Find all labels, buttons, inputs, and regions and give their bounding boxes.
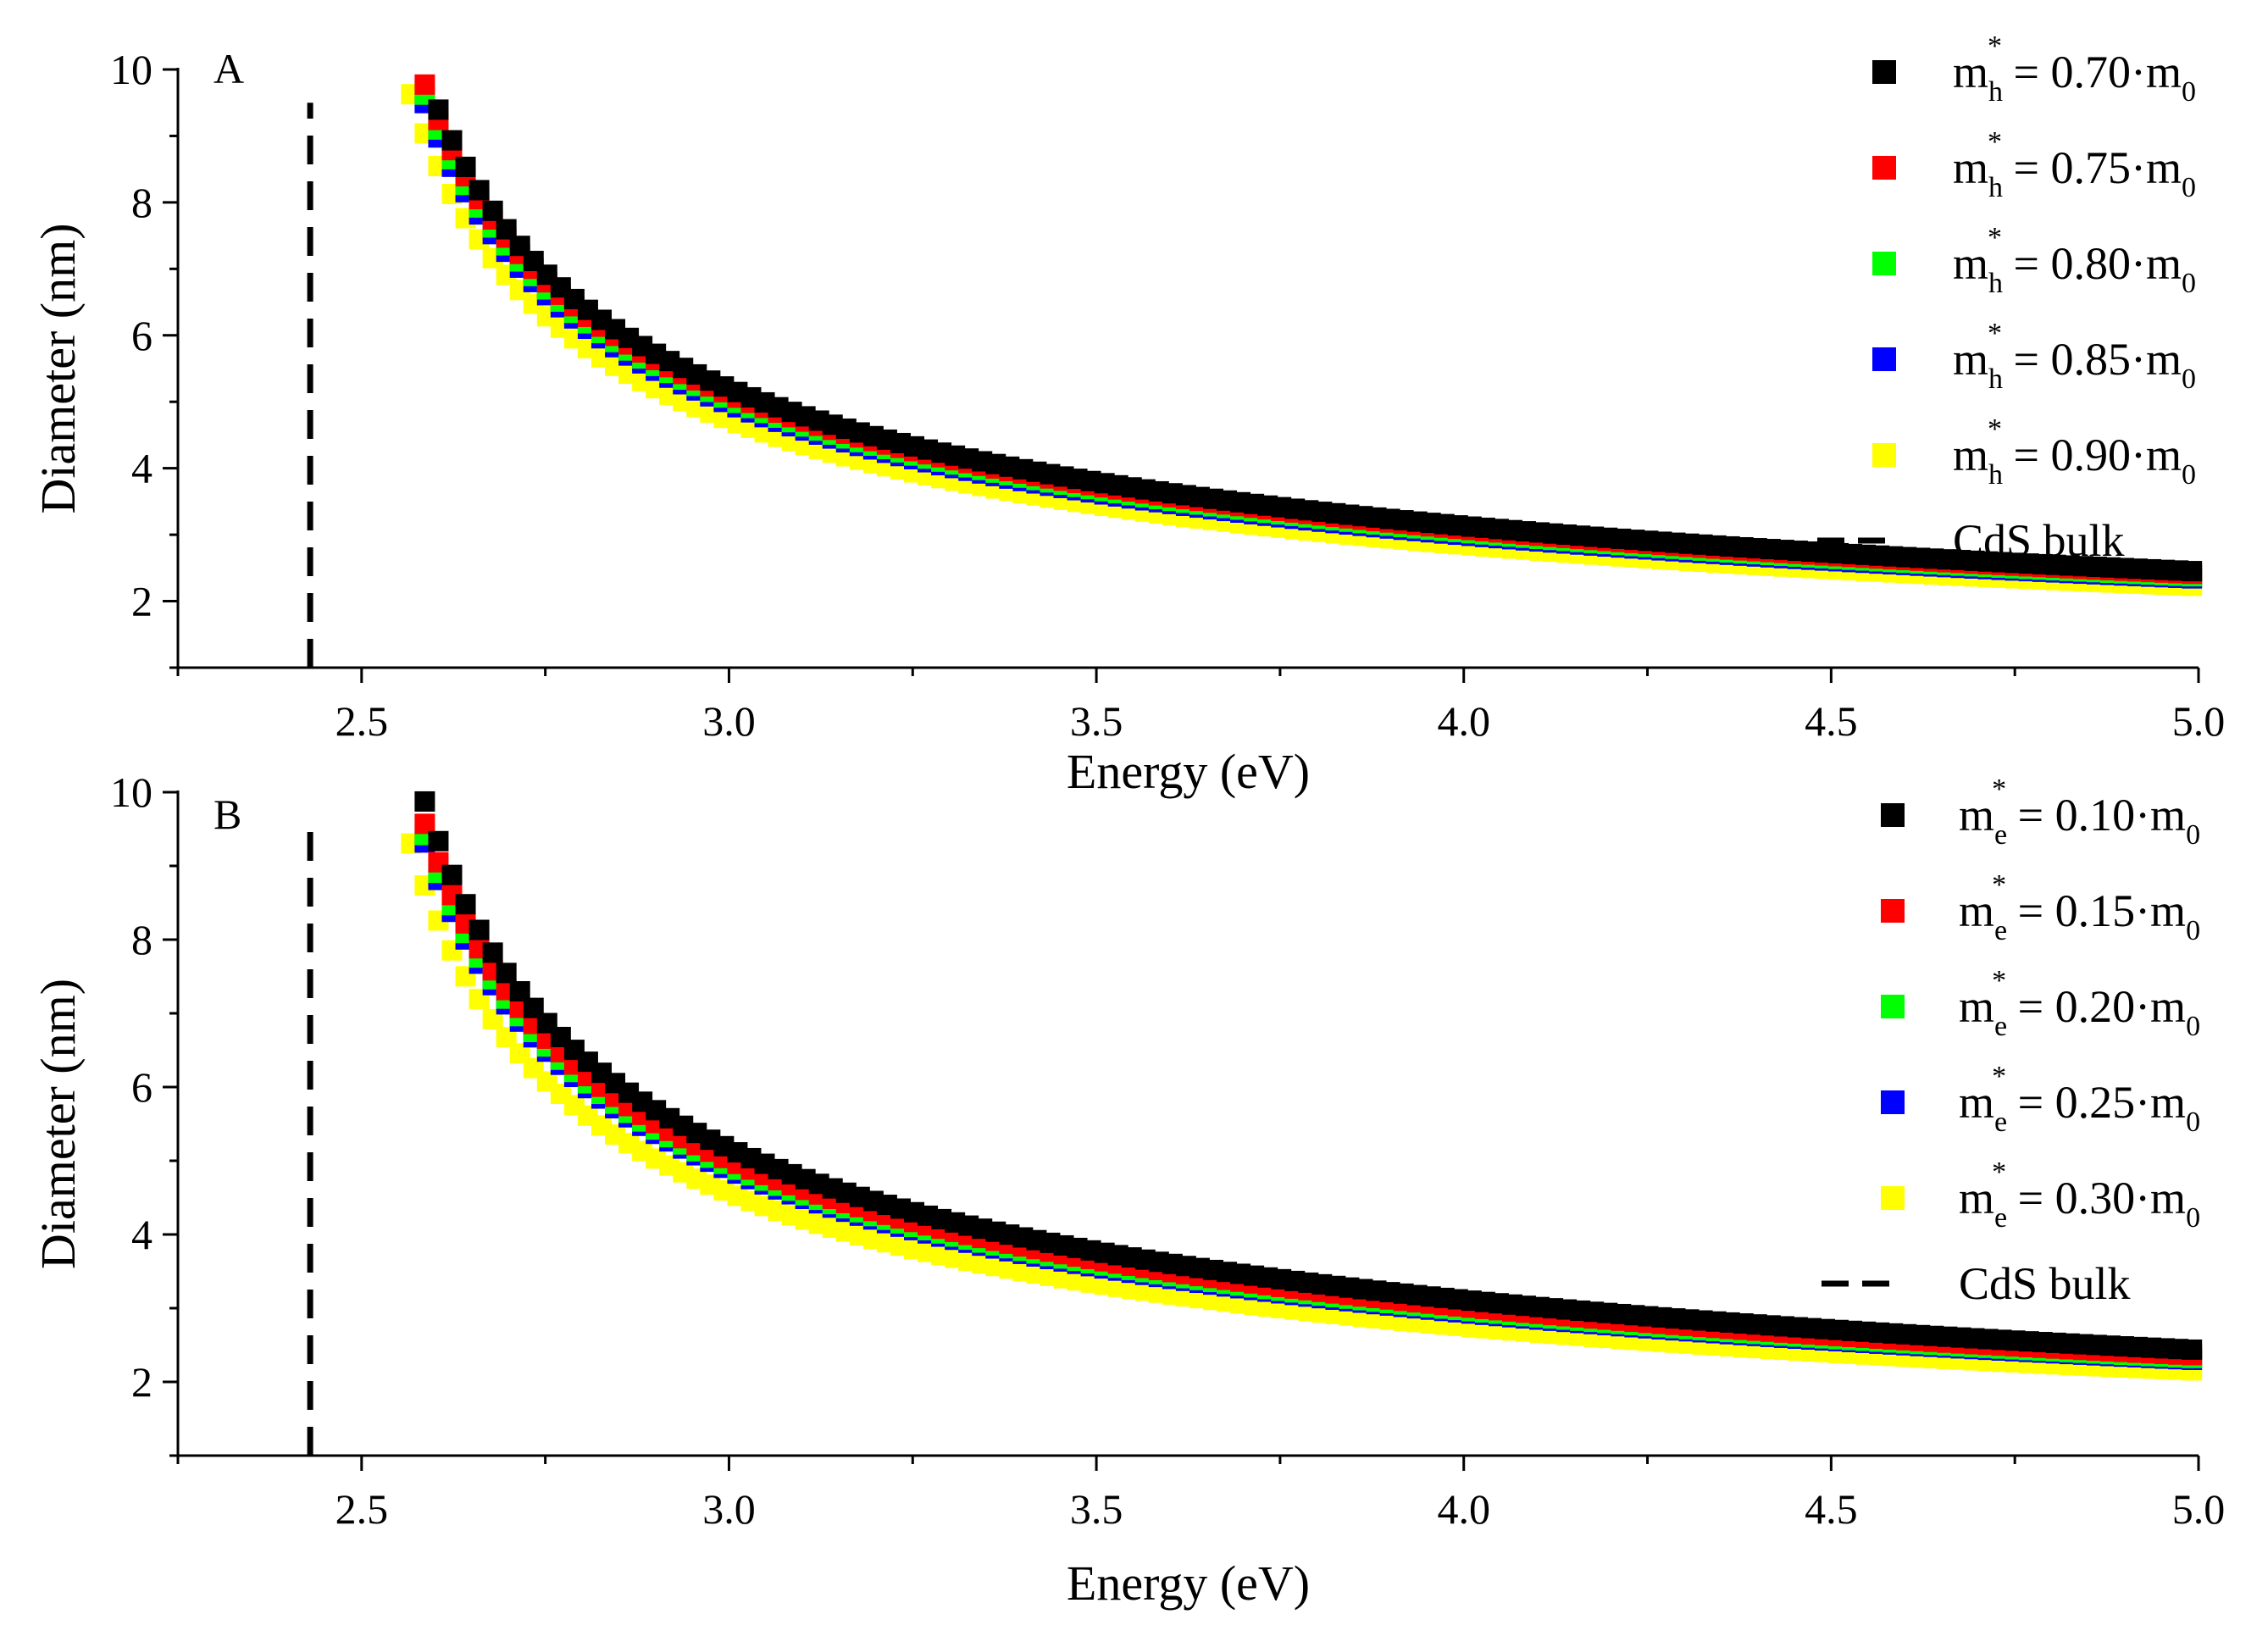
legend-marker [1872,443,1896,467]
legend-marker [1881,995,1905,1018]
series-0 [428,99,2203,582]
panel-label: B [213,790,241,838]
data-point [428,99,449,120]
y-tick-label: 6 [131,1063,152,1111]
legend-entry: mh* = 0.85·m0 [1953,318,2196,395]
x-tick-label: 4.5 [1805,697,1858,745]
x-tick-label: 3.0 [702,697,756,745]
y-tick-label: 8 [131,916,152,963]
x-tick-label: 3.0 [702,1485,756,1533]
legend-marker [1872,347,1896,371]
legend-marker [1881,1090,1905,1114]
x-tick-label: 2.5 [335,1485,389,1533]
legend-marker [1872,156,1896,180]
legend-entry: me* = 0.25·m0 [1959,1061,2200,1138]
y-tick-label: 10 [110,46,152,93]
data-point [469,180,490,201]
y-tick-label: 4 [131,445,152,492]
y-tick-label: 2 [131,1358,152,1406]
x-tick-label: 3.5 [1070,697,1123,745]
data-point [469,919,490,940]
x-tick-label: 4.5 [1805,1485,1858,1533]
legend-marker [1881,1186,1905,1210]
y-tick-label: 6 [131,312,152,359]
data-point [428,830,449,852]
y-axis-title: Diameter (nm) [30,223,86,513]
x-tick-label: 5.0 [2172,1485,2226,1533]
data-point [455,156,476,177]
data-point [482,200,503,221]
data-point [441,130,463,151]
legend-bulk-label: CdS bulk [1959,1258,2131,1309]
y-axis-title: Diameter (nm) [30,979,86,1269]
x-tick-label: 4.0 [1437,1485,1490,1533]
x-axis-title: Energy (eV) [1067,1556,1310,1611]
legend-entry: mh* = 0.75·m0 [1953,126,2196,203]
y-tick-label: 8 [131,179,152,226]
legend-entry: mh* = 0.90·m0 [1953,413,2196,491]
data-point [414,790,435,812]
data-point [441,864,463,885]
legend-entry: mh* = 0.70·m0 [1953,31,2196,108]
chart-panel-b: 2.5 3.0 3.5 4.0 4.5 5.0 2 4 6 8 10 Energy (eV) Diame… [30,768,2225,1611]
legend-marker [1881,803,1905,827]
x-tick-label: 3.5 [1070,1485,1123,1533]
chart-panel-a: 2.5 3.0 3.5 4.0 4.5 5.0 2 4 6 8 10 Energy (eV) Diame… [30,31,2225,799]
legend-marker [1872,60,1896,84]
legend-entry: mh* = 0.80·m0 [1953,222,2196,299]
data-point [2182,1339,2203,1360]
x-tick-label: 5.0 [2172,697,2226,745]
x-tick-label: 4.0 [1437,697,1490,745]
panel-label: A [213,45,244,92]
x-axis-title: Energy (eV) [1067,744,1310,799]
legend-marker [1872,252,1896,275]
data-point [2182,561,2203,582]
legend-bulk-label: CdS bulk [1953,515,2125,566]
legend-entry: me* = 0.30·m0 [1959,1157,2200,1234]
data-point [414,813,435,835]
legend-entry: me* = 0.10·m0 [1959,774,2200,851]
legend-marker [1881,899,1905,923]
y-tick-label: 2 [131,578,152,625]
series-0 [414,790,2203,1360]
data-point [482,942,503,963]
data-point [414,74,435,95]
x-tick-label: 2.5 [335,697,389,745]
legend-entry: me* = 0.15·m0 [1959,869,2200,946]
legend-entry: me* = 0.20·m0 [1959,965,2200,1042]
y-tick-label: 10 [110,768,152,816]
data-point [455,894,476,915]
y-tick-label: 4 [131,1211,152,1258]
data-point [496,962,517,984]
